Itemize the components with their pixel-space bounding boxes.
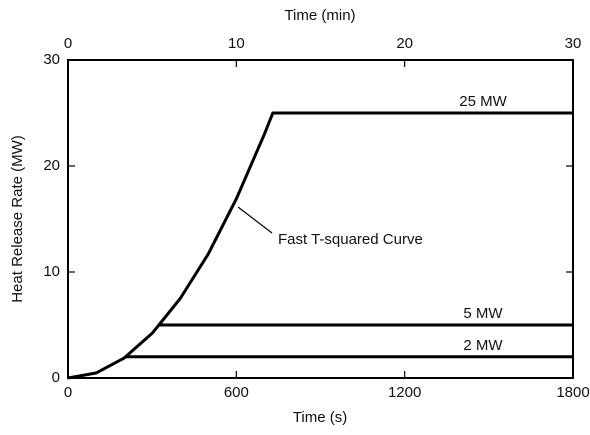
annotation: Fast T-squared Curve xyxy=(278,231,423,248)
y-tick-label: 0 xyxy=(52,369,60,386)
y-tick-label: 10 xyxy=(43,263,60,280)
series-line xyxy=(67,111,573,380)
x-tick-label: 1200 xyxy=(388,384,421,401)
x2-tick-label: 0 xyxy=(64,35,72,52)
x-tick-label: 1800 xyxy=(556,384,589,401)
x2-tick-label: 30 xyxy=(565,35,582,52)
x-tick-label: 0 xyxy=(64,384,72,401)
annotation-leader xyxy=(237,206,273,234)
x2-tick-label: 10 xyxy=(228,35,245,52)
x2-axis-title: Time (min) xyxy=(284,7,355,24)
y-axis-title: Heat Release Rate (MW) xyxy=(9,135,26,303)
plot-frame xyxy=(67,59,574,379)
series-label: 5 MW xyxy=(463,305,503,322)
x-axis-title: Time (s) xyxy=(293,409,347,426)
x2-tick-label: 20 xyxy=(396,35,413,52)
y-tick-label: 20 xyxy=(43,157,60,174)
x-tick-label: 600 xyxy=(224,384,249,401)
series-label: 2 MW xyxy=(463,337,503,354)
y-tick-label: 30 xyxy=(43,51,60,68)
series-label: 25 MW xyxy=(459,93,507,110)
